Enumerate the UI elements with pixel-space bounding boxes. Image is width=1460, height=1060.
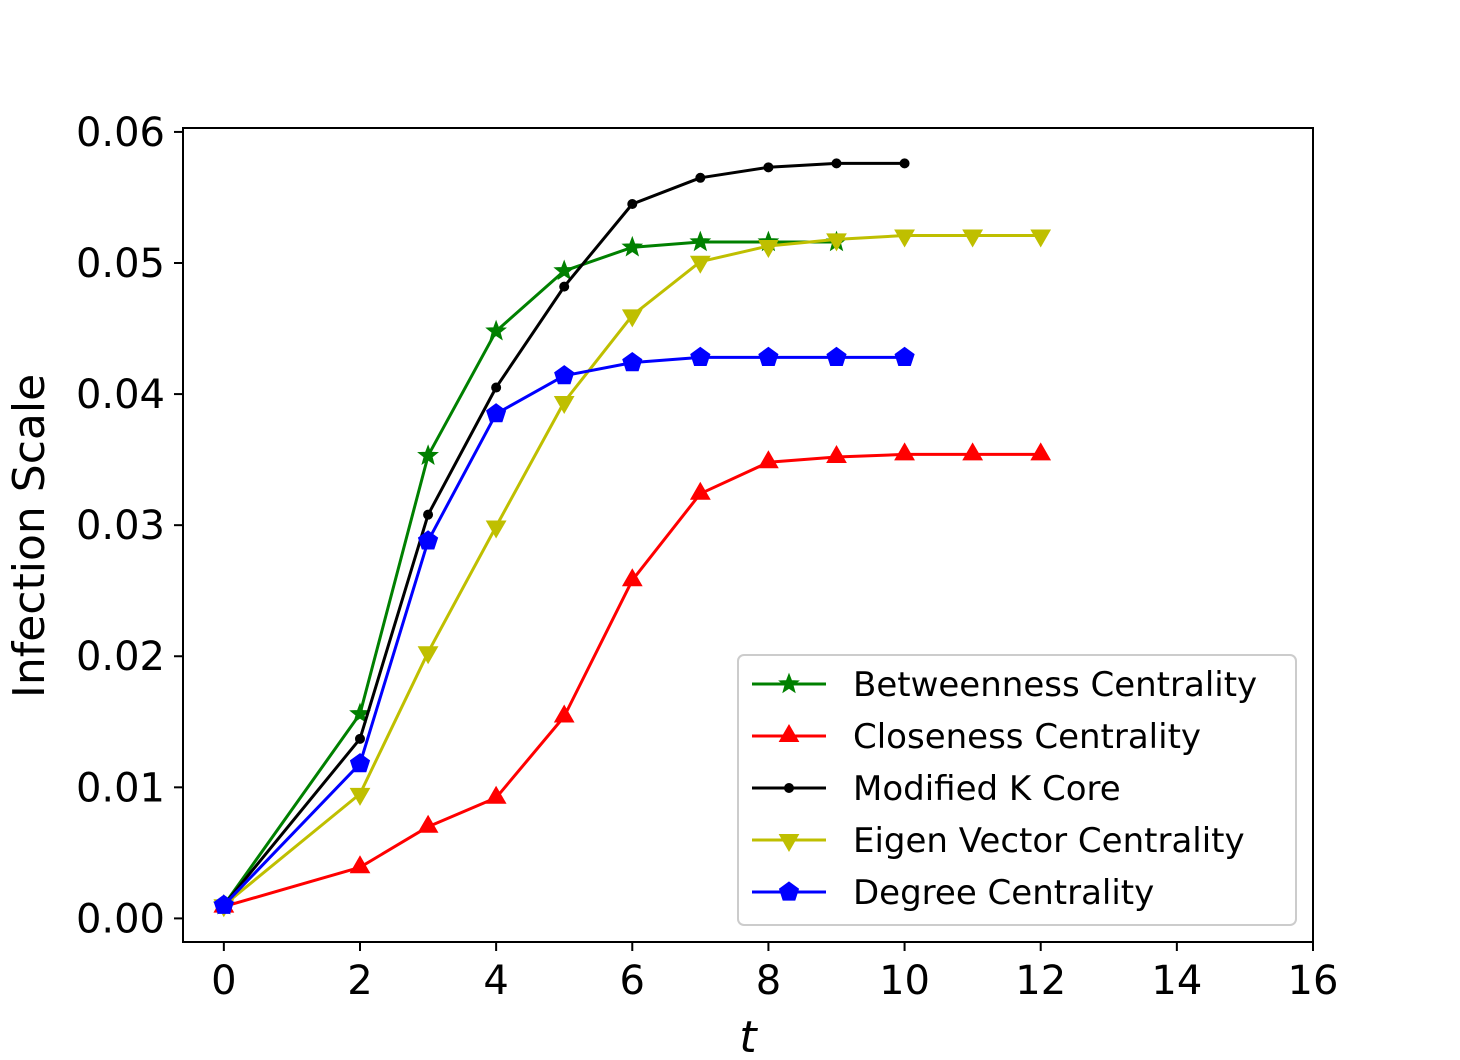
data-point (894, 229, 915, 248)
x-tick-label: 12 (1015, 958, 1066, 1004)
x-tick-label: 4 (483, 958, 508, 1004)
data-point (213, 894, 234, 914)
data-point (349, 855, 371, 874)
legend-swatch-marker (778, 672, 800, 694)
x-axis-label: t (739, 1012, 758, 1060)
legend-label: Eigen Vector Centrality (853, 821, 1245, 861)
y-axis-label: Infection Scale (4, 374, 55, 698)
legend-label: Closeness Centrality (853, 717, 1201, 757)
x-tick-label: 14 (1151, 958, 1202, 1004)
data-point (417, 530, 439, 550)
data-point (689, 230, 712, 252)
y-axis: 0.00 0.01 0.02 0.03 0.04 0.05 0.06 (76, 110, 183, 942)
data-point (349, 787, 371, 806)
x-axis: 0 2 4 6 8 10 12 14 16 (211, 942, 1338, 1004)
data-point (622, 351, 643, 372)
legend-item: Degree Centrality (752, 873, 1154, 913)
data-point (621, 235, 644, 257)
data-point (486, 403, 507, 423)
legend-item: Betweenness Centrality (752, 665, 1257, 705)
series-line (222, 161, 905, 907)
data-point (1030, 442, 1052, 461)
y-tick-label: 0.06 (76, 110, 165, 156)
legend-swatch-marker (784, 783, 794, 793)
data-point (894, 442, 915, 461)
data-point (962, 229, 984, 248)
legend-label: Degree Centrality (853, 873, 1154, 913)
legend-label: Betweenness Centrality (853, 665, 1257, 705)
data-point (826, 346, 847, 366)
plot-frame (182, 127, 1314, 943)
legend-item: Eigen Vector Centrality (752, 821, 1245, 861)
x-tick-label: 8 (756, 958, 781, 1004)
data-point (831, 158, 842, 169)
data-point (485, 319, 507, 341)
legend: Betweenness Centrality Closeness Centrali… (737, 654, 1297, 926)
x-tick-label: 6 (620, 958, 645, 1004)
data-point (758, 240, 779, 259)
data-point (417, 444, 439, 465)
series-line (222, 355, 905, 907)
x-tick-label: 10 (879, 958, 930, 1004)
data-point (621, 309, 643, 328)
data-point (621, 568, 643, 587)
data-point (627, 199, 638, 210)
data-point (689, 255, 711, 274)
legend-frame (737, 654, 1297, 926)
series-1 (213, 442, 1052, 913)
legend-item: Modified K Core (752, 769, 1121, 809)
data-point (354, 733, 365, 744)
y-tick-label: 0.05 (76, 241, 165, 287)
data-point (349, 753, 371, 773)
data-point (899, 158, 910, 169)
data-point (758, 450, 779, 469)
y-tick-label: 0.02 (76, 634, 165, 680)
data-point (826, 444, 847, 463)
data-point (553, 259, 576, 281)
legend-label: Modified K Core (853, 769, 1121, 809)
data-point (491, 382, 502, 393)
x-tick-label: 16 (1288, 958, 1339, 1004)
series-line (222, 234, 1041, 907)
data-point (763, 162, 774, 173)
series-4 (213, 346, 915, 914)
series-2 (218, 158, 910, 911)
data-point (554, 365, 575, 385)
series-layer (212, 158, 1052, 918)
data-point (553, 396, 575, 415)
data-point (826, 233, 847, 252)
data-point (689, 481, 711, 500)
data-point (417, 646, 439, 665)
data-point (690, 346, 711, 366)
legend-swatch-marker (778, 881, 800, 901)
data-point (485, 520, 507, 539)
data-point (417, 814, 439, 833)
x-tick-label: 0 (211, 958, 236, 1004)
data-point (423, 509, 434, 520)
data-point (695, 172, 706, 183)
legend-item: Closeness Centrality (752, 717, 1201, 757)
data-point (553, 704, 575, 723)
data-point (758, 346, 779, 366)
y-tick-label: 0.00 (76, 896, 165, 942)
y-tick-label: 0.04 (76, 372, 165, 418)
data-point (894, 346, 915, 366)
y-tick-label: 0.01 (76, 765, 165, 811)
data-point (962, 442, 984, 461)
data-point (559, 281, 570, 292)
series-line (223, 452, 1041, 909)
x-tick-label: 2 (347, 958, 372, 1004)
data-point (485, 785, 507, 804)
data-point (1030, 229, 1052, 248)
legend-swatch-marker (778, 723, 800, 742)
y-tick-label: 0.03 (76, 503, 165, 549)
legend-swatch-marker (778, 834, 800, 853)
